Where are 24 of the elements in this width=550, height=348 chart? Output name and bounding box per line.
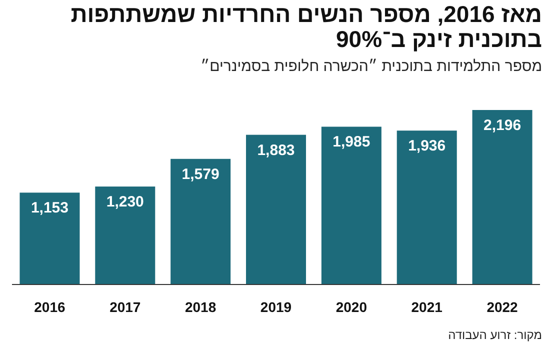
x-tick-label: 2016 [34, 299, 66, 315]
bar [170, 158, 231, 284]
data-label: 1,883 [257, 142, 295, 159]
data-label: 1,985 [332, 134, 370, 151]
x-tick-label: 2020 [336, 299, 368, 315]
data-label: 1,936 [408, 138, 446, 155]
x-tick-label: 2022 [486, 299, 518, 315]
x-tick-label: 2017 [110, 299, 141, 315]
x-tick-label: 2018 [184, 299, 216, 315]
data-label: 2,196 [484, 117, 522, 134]
bar [20, 192, 80, 284]
bar [321, 126, 382, 284]
data-label: 1,579 [182, 166, 220, 183]
bar [396, 130, 457, 284]
bar [472, 110, 532, 284]
x-tick-label: 2019 [260, 299, 292, 315]
x-tick-label: 2021 [411, 299, 443, 315]
chart-subtitle: מספר התלמידות בתוכנית ״הכשרה חלופית בסמינרים״ [200, 58, 542, 75]
text: מקור: זרוע העבודה [448, 328, 542, 342]
data-label: 1,230 [106, 194, 144, 211]
bar [95, 186, 156, 284]
chart-title: מאז 2016, מספר הנשים החרדיות שמשתתפות בתוכנית זינק ב־90% [70, 1, 542, 52]
bar [246, 134, 306, 284]
data-label: 1,153 [30, 200, 68, 217]
